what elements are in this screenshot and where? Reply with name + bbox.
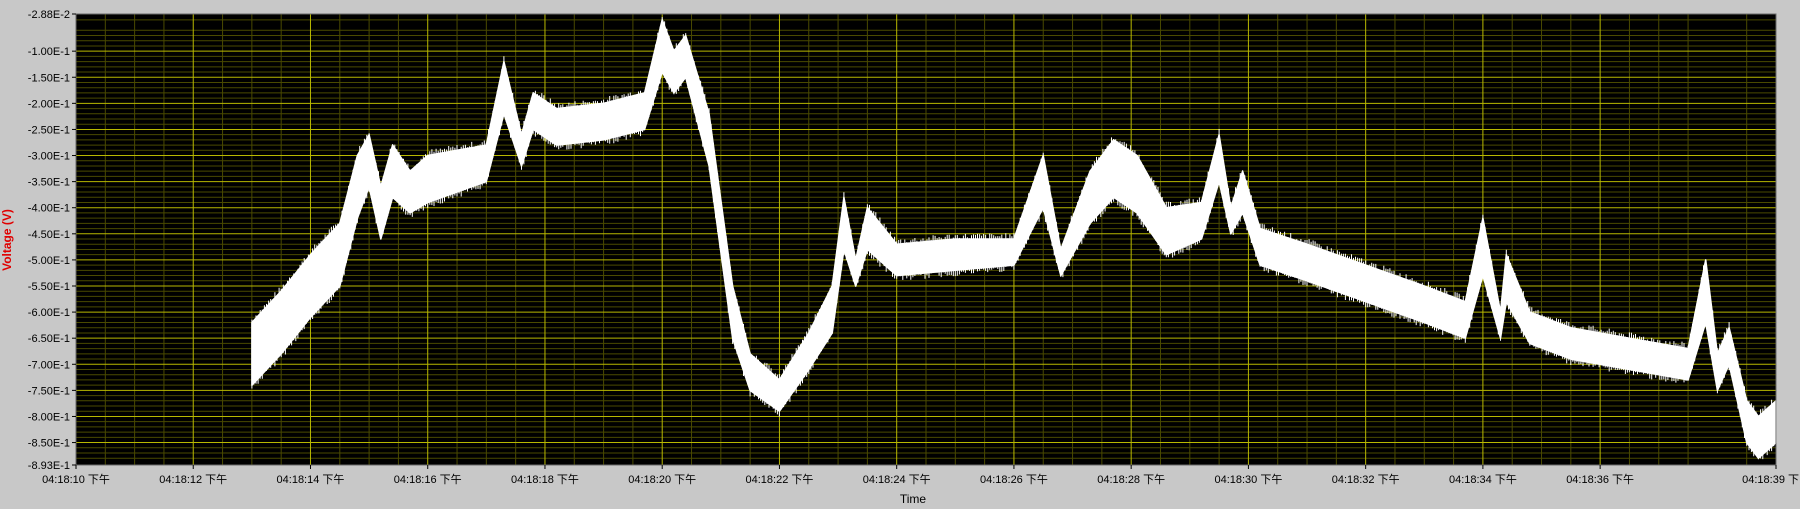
x-tick-label: 04:18:22 下午: [746, 473, 814, 486]
x-tick-label: 04:18:10 下午: [42, 473, 110, 486]
x-tick-label: 04:18:32 下午: [1332, 473, 1400, 486]
x-axis-label: Time: [900, 492, 927, 504]
y-tick-label: -5.50E-1: [28, 281, 70, 293]
x-tick-label: 04:18:12 下午: [159, 473, 227, 486]
x-tick-label: 04:18:16 下午: [394, 473, 462, 486]
y-tick-label: -1.50E-1: [28, 72, 70, 84]
x-axis: 04:18:10 下午 04:18:12 下午 04:18:14 下午 04:18:1…: [42, 465, 1799, 486]
x-tick-label: 04:18:14 下午: [277, 473, 345, 486]
y-tick-label: -8.00E-1: [28, 411, 70, 423]
y-tick-label: -2.00E-1: [28, 98, 70, 110]
x-tick-label: 04:18:20 下午: [628, 473, 696, 486]
y-tick-label: -6.00E-1: [28, 307, 70, 319]
y-tick-label: -3.50E-1: [28, 177, 70, 189]
y-tick-label: -2.50E-1: [28, 124, 70, 136]
y-tick-label: -7.00E-1: [28, 359, 70, 371]
y-tick-label: -8.50E-1: [28, 438, 70, 450]
series-0-noise: [251, 17, 1775, 460]
y-tick-label: -6.50E-1: [28, 333, 70, 345]
x-tick-label: 04:18:24 下午: [863, 473, 931, 486]
y-tick-label: -5.00E-1: [28, 255, 70, 267]
plot-border: [75, 13, 1777, 466]
y-tick-label: -4.50E-1: [28, 229, 70, 241]
y-tick-label: -2.88E-2: [28, 9, 70, 21]
y-tick-label: -8.93E-1: [28, 460, 70, 472]
y-axis-label: Voltage (V): [0, 209, 14, 271]
x-tick-label: 04:18:26 下午: [980, 473, 1048, 486]
y-tick-label: -4.00E-1: [28, 203, 70, 215]
minor-grid: [76, 14, 1776, 465]
y-tick-label: -7.50E-1: [28, 385, 70, 397]
x-tick-label: 04:18:28 下午: [1097, 473, 1165, 486]
y-axis: -2.88E-2 -1.00E-1 -1.50E-1 -2.00E-1 -2.50E-1…: [28, 9, 76, 472]
x-tick-label: 04:18:30 下午: [1214, 473, 1282, 486]
y-tick-label: -1.00E-1: [28, 46, 70, 58]
x-tick-label: 04:18:18 下午: [511, 473, 579, 486]
x-tick-label: 04:18:39 下: [1742, 474, 1799, 486]
x-tick-label: 04:18:36 下午: [1566, 473, 1634, 486]
x-tick-label: 04:18:34 下午: [1449, 473, 1517, 486]
y-tick-label: -3.00E-1: [28, 151, 70, 163]
